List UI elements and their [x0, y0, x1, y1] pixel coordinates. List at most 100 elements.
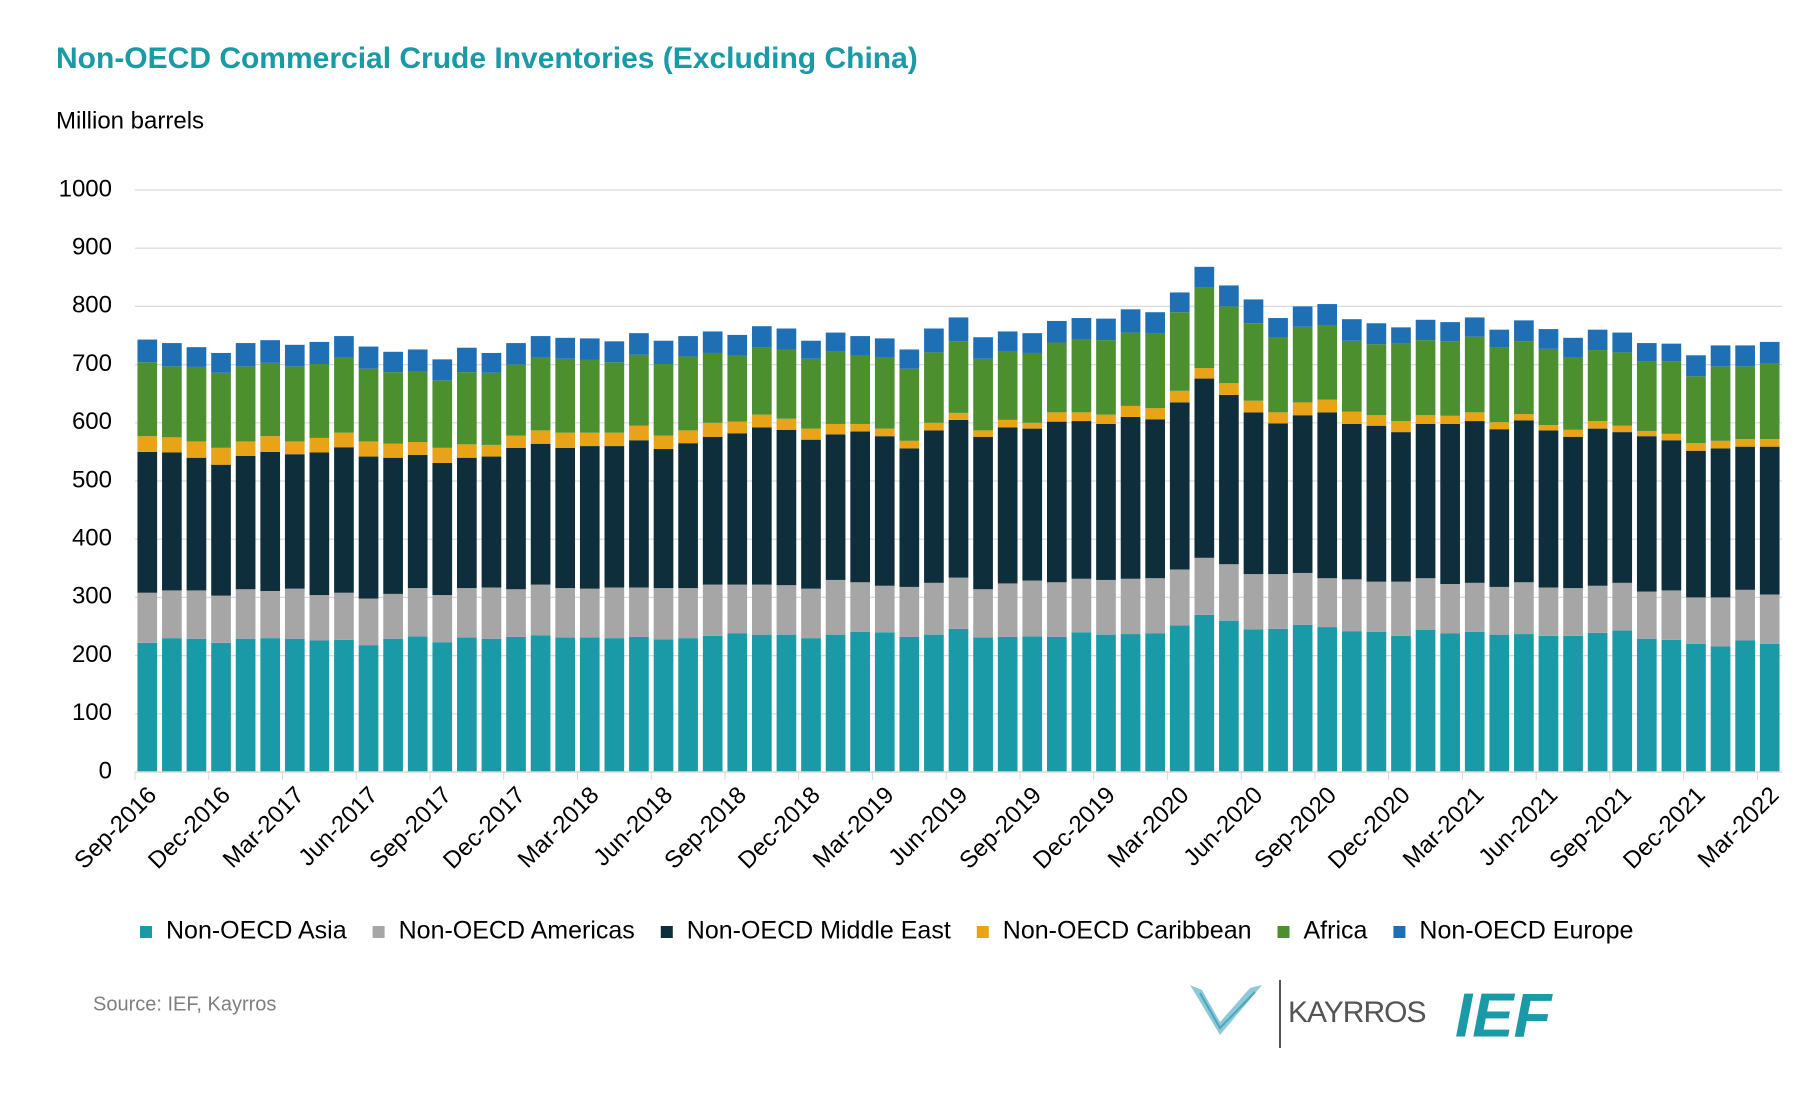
bar-segment [1686, 443, 1706, 451]
bar-segment [457, 444, 477, 458]
bar-segment [1636, 343, 1657, 362]
bar-segment [776, 634, 797, 772]
bar-segment [260, 451, 281, 591]
x-tick-label: Dec-2019 [1028, 782, 1121, 875]
bar-segment [924, 352, 944, 423]
bar-segment [1735, 345, 1755, 367]
bar-segment [457, 637, 477, 772]
bar-segment [579, 588, 600, 638]
bar-segment [899, 440, 920, 449]
y-axis-label: Million barrels [56, 107, 204, 134]
y-tick-label: 200 [72, 641, 112, 668]
bar-segment [1464, 582, 1485, 632]
bar-segment [481, 372, 502, 445]
bar-segment [186, 441, 207, 458]
bar-segment [1169, 402, 1190, 570]
bar-segment [1587, 428, 1608, 586]
bar-segment [997, 351, 1018, 420]
bar-segment [383, 443, 403, 458]
bar-segment [1096, 414, 1116, 424]
bar-segment [1268, 318, 1288, 338]
bar-segment [899, 448, 920, 587]
bar-segment [899, 368, 920, 441]
bar-segment [825, 634, 846, 772]
legend-swatch [372, 926, 385, 938]
bar-segment [1071, 632, 1092, 772]
bar-segment [284, 638, 305, 772]
bar-segment [260, 590, 281, 639]
legend-label: Non-OECD Asia [166, 917, 347, 945]
bar-segment [776, 429, 797, 586]
bar-segment [1686, 376, 1706, 444]
bar-segment [506, 343, 526, 365]
bar-segment [555, 337, 576, 359]
bar-segment [1686, 450, 1706, 598]
bar-segment [1612, 425, 1633, 433]
bar-segment [825, 332, 846, 352]
bar-segment [678, 336, 698, 357]
bar-segment [1587, 421, 1608, 429]
bar-segment [1194, 378, 1215, 558]
y-tick-label: 0 [99, 757, 112, 784]
bar-segment [1391, 635, 1411, 772]
bar-segment [1612, 630, 1633, 772]
bar-segment [1759, 643, 1780, 772]
x-tick-label: Mar-2018 [513, 782, 605, 874]
bar-segment [1538, 348, 1559, 426]
bar-segment [1415, 415, 1436, 424]
bar-segment [604, 587, 625, 639]
bar-segment [1587, 350, 1608, 422]
bar-segment [1661, 590, 1682, 640]
legend-label: Non-OECD Americas [399, 917, 635, 945]
bar-segment [1219, 383, 1239, 395]
bar-segment [1219, 564, 1239, 621]
legend-swatch [660, 926, 673, 938]
bar-segment [137, 339, 158, 363]
bar-segment [284, 588, 305, 639]
bar-segment [1587, 585, 1608, 633]
legend-label: Non-OECD Caribbean [1003, 917, 1252, 945]
bar-segment [1145, 633, 1165, 772]
bar-segment [850, 431, 871, 583]
bar-segment [727, 355, 748, 422]
bar-segment [1514, 420, 1534, 583]
bar-segment [162, 452, 182, 591]
bar-segment [1145, 419, 1165, 579]
bar-segment [825, 434, 846, 580]
bar-segment [1268, 337, 1288, 413]
bar-segment [948, 628, 969, 772]
bar-segment [776, 349, 797, 419]
legend-label: Non-OECD Europe [1419, 917, 1633, 945]
bar-segment [1317, 578, 1338, 628]
bar-segment [604, 446, 625, 588]
bar-segment [260, 638, 281, 772]
bar-segment [1489, 422, 1510, 430]
bar-segment [186, 638, 207, 772]
bar-segment [825, 423, 846, 435]
bar-segment [1366, 323, 1387, 345]
bar-segment [801, 358, 821, 429]
bar-segment [309, 364, 330, 438]
bar-segment [186, 366, 207, 442]
bar-segment [924, 582, 944, 635]
x-tick-label: Mar-2019 [808, 782, 900, 874]
bar-segment [1022, 636, 1043, 772]
bar-segment [1464, 336, 1485, 413]
bar-segment [899, 349, 920, 369]
bar-segment [1710, 597, 1731, 647]
bar-segment [678, 588, 698, 639]
bar-segment [1022, 580, 1043, 637]
bar-segment [358, 645, 379, 772]
bar-segment [1563, 357, 1583, 430]
y-tick-label: 600 [72, 408, 112, 435]
bar-segment [1735, 439, 1755, 447]
bar-segment [752, 584, 772, 635]
bar-segment [1563, 635, 1583, 772]
bar-segment [530, 357, 551, 431]
bar-segment [1514, 320, 1534, 342]
bar-segment [653, 588, 674, 640]
bar-segment [653, 448, 674, 589]
bar-segment [973, 436, 993, 590]
bar-segment [1096, 423, 1116, 580]
bar-segment [186, 347, 207, 367]
